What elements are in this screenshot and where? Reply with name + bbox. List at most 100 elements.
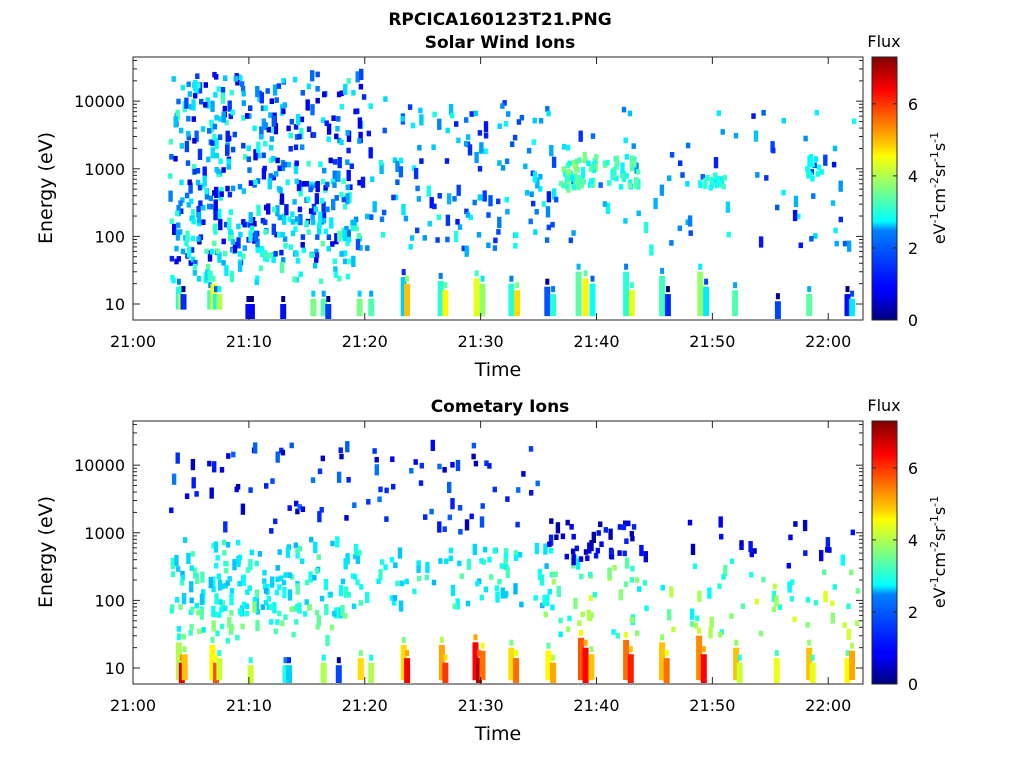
- flux-cell: [442, 467, 447, 473]
- flux-cell: [351, 603, 357, 610]
- flux-cell: [358, 650, 363, 657]
- flux-cell: [571, 159, 576, 166]
- flux-cell: [274, 171, 279, 177]
- flux-cell: [555, 522, 561, 534]
- flux-column: [320, 662, 327, 683]
- flux-cell: [285, 546, 291, 558]
- flux-cell: [504, 196, 509, 203]
- flux-cell: [374, 464, 379, 476]
- flux-cell: [210, 636, 215, 643]
- flux-cell: [370, 176, 375, 182]
- flux-cell: [286, 125, 291, 132]
- flux-cell: [726, 231, 731, 238]
- flux-cell: [541, 201, 547, 207]
- flux-cell: [405, 275, 410, 282]
- flux-cell: [270, 576, 275, 588]
- flux-cell: [450, 584, 456, 597]
- flux-cell: [214, 114, 219, 121]
- flux-cell: [287, 572, 293, 578]
- flux-cell: [227, 576, 232, 582]
- flux-cell: [220, 87, 226, 93]
- flux-cell: [332, 182, 337, 188]
- flux-cell: [193, 79, 198, 92]
- flux-cell: [320, 455, 325, 462]
- flux-cell: [438, 272, 443, 279]
- flux-cell: [346, 592, 351, 598]
- flux-cell: [330, 540, 335, 547]
- flux-cell: [551, 156, 557, 168]
- flux-cell: [700, 174, 705, 180]
- colorbar-ticks: 0 2 4 6: [872, 95, 918, 330]
- flux-cell: [259, 92, 264, 104]
- flux-cell: [300, 90, 305, 96]
- flux-column: [664, 294, 671, 317]
- flux-column: [479, 650, 486, 681]
- flux-cell: [704, 278, 709, 285]
- flux-cell: [214, 654, 218, 661]
- panel-title: Cometary Ions: [431, 397, 570, 417]
- flux-cell: [315, 71, 320, 78]
- flux-cell: [326, 123, 332, 135]
- flux-cell: [184, 97, 189, 109]
- flux-cell: [437, 118, 442, 130]
- flux-cell: [431, 144, 436, 150]
- x-axis-label: Time: [474, 359, 522, 381]
- flux-cell: [335, 536, 340, 548]
- flux-cell: [290, 219, 295, 225]
- flux-cell: [297, 504, 302, 510]
- flux-cell: [808, 172, 814, 179]
- flux-cell: [176, 222, 181, 229]
- flux-cell: [198, 234, 204, 240]
- flux-cell: [761, 576, 766, 583]
- flux-cell: [589, 646, 594, 653]
- colorbar-label-sup: -2: [928, 177, 941, 188]
- flux-cell: [833, 227, 838, 234]
- flux-cell: [464, 519, 470, 531]
- flux-cell: [343, 613, 348, 619]
- flux-cell: [492, 245, 498, 251]
- flux-cell: [246, 156, 251, 162]
- flux-cell: [809, 169, 814, 175]
- flux-cell: [660, 267, 665, 274]
- flux-cell: [845, 286, 850, 293]
- flux-cell: [718, 516, 723, 528]
- flux-cell: [266, 203, 271, 215]
- flux-cell: [201, 627, 206, 633]
- flux-column: [357, 658, 364, 681]
- flux-cell: [594, 154, 599, 160]
- flux-cell: [771, 606, 776, 613]
- flux-cell: [342, 250, 348, 256]
- flux-cell: [311, 290, 316, 297]
- flux-cell: [519, 114, 525, 121]
- flux-cell: [325, 635, 330, 647]
- flux-cell: [832, 145, 838, 152]
- flux-cell: [473, 110, 479, 117]
- flux-cell: [850, 642, 855, 649]
- flux-cell: [188, 104, 194, 110]
- flux-cell: [701, 646, 706, 653]
- flux-cell: [407, 104, 413, 110]
- flux-cell: [277, 549, 282, 555]
- flux-cell: [369, 290, 374, 297]
- flux-column: [575, 271, 582, 317]
- flux-cell: [479, 142, 484, 154]
- flux-column: [550, 294, 557, 317]
- flux-cell: [660, 584, 665, 591]
- flux-cell: [341, 178, 346, 184]
- flux-cell: [341, 196, 346, 203]
- flux-cell: [446, 193, 452, 205]
- flux-cell: [318, 161, 323, 168]
- flux-column: [442, 662, 449, 683]
- flux-cell: [317, 223, 322, 235]
- flux-cell: [430, 439, 435, 451]
- flux-cell: [321, 290, 326, 297]
- flux-cell: [395, 160, 400, 172]
- flux-cell: [214, 593, 219, 605]
- flux-cell: [240, 85, 246, 92]
- flux-cell: [332, 610, 337, 617]
- flux-cell: [326, 234, 332, 240]
- flux-cell: [690, 621, 695, 627]
- flux-cell: [298, 271, 303, 278]
- flux-cell: [553, 571, 558, 577]
- flux-cell: [248, 105, 253, 111]
